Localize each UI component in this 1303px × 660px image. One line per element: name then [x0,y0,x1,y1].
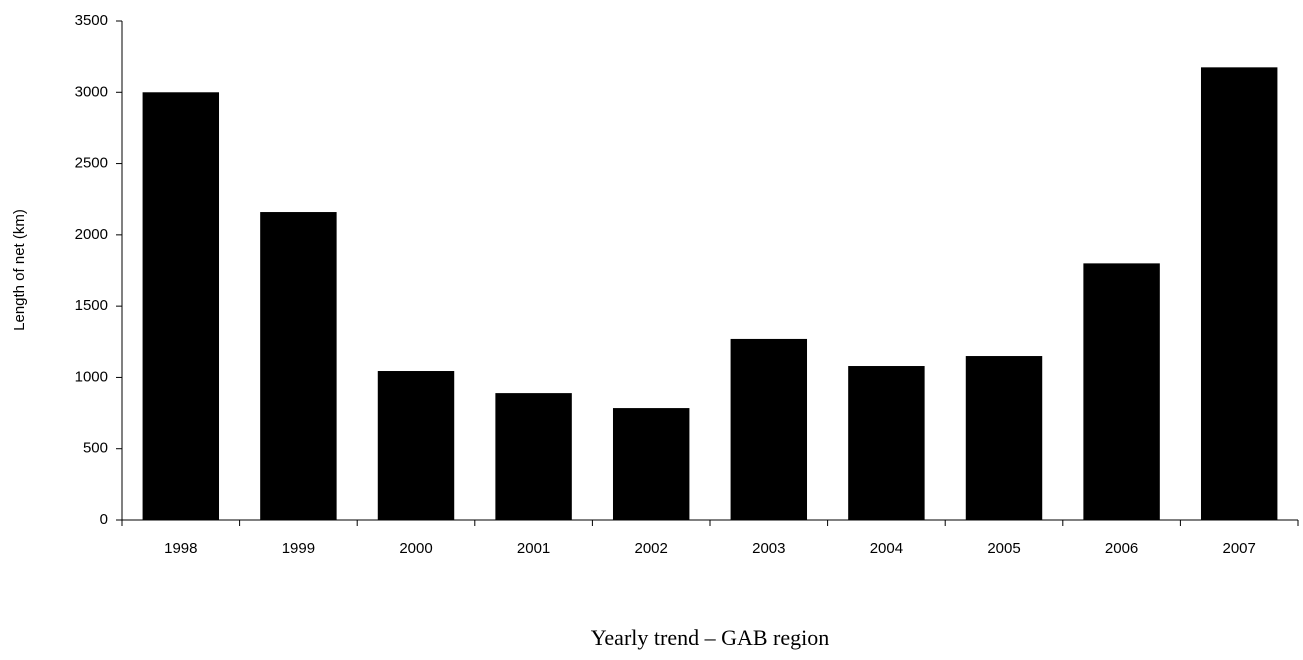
y-tick-label: 3000 [75,83,108,100]
y-tick-label: 1000 [75,368,108,385]
bar [377,371,455,520]
x-tick-label: 2003 [752,540,785,557]
bar [142,92,220,521]
x-tick-label: 2000 [399,540,432,557]
x-tick-label: 2002 [635,540,668,557]
y-tick-label: 2500 [75,155,108,172]
bar [730,338,808,520]
bar [495,393,572,520]
y-tick-label: 0 [100,511,108,528]
x-tick-label: 2007 [1223,540,1256,557]
bar [1200,67,1278,520]
x-tick-label: 2001 [517,540,550,557]
x-tick-label: 1999 [282,540,315,557]
x-tick-label: 2006 [1105,540,1138,557]
y-tick-label: 500 [83,440,108,457]
y-axis-label: Length of net (km) [11,209,28,331]
x-tick-label: 1998 [164,540,197,557]
y-tick-label: 2000 [75,226,108,243]
x-tick-label: 2005 [987,540,1020,557]
x-tick-label: 2004 [870,540,903,557]
bar [612,408,690,520]
bar [260,212,337,520]
y-tick-label: 3500 [75,12,108,29]
y-tick-label: 1500 [75,297,108,314]
bar [1083,263,1160,520]
bar [848,366,925,520]
chart-title: Yearly trend – GAB region [591,625,830,650]
bar [965,356,1043,520]
